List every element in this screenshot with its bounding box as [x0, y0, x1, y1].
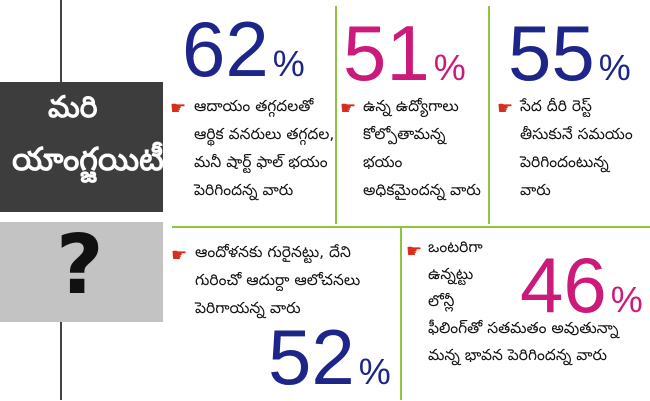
divider-3 — [400, 228, 402, 400]
stat-2-text: ఉన్న ఉద్యోగాలు కోల్పోతామన్న భయం అధికమైంద… — [363, 97, 481, 199]
stat-2-unit: % — [433, 47, 466, 88]
stat-3-unit: % — [598, 47, 631, 88]
left-edge-rule-bottom — [60, 322, 62, 400]
title-box: మరి యాంగ్జయిటీ — [0, 82, 164, 212]
stat-1-percent: 62% — [182, 10, 305, 88]
pointing-hand-icon: ☛ — [497, 98, 514, 119]
divider-2 — [488, 6, 490, 224]
question-box: ? — [0, 218, 163, 322]
stat-4-percent: 52% — [268, 318, 391, 396]
pointing-hand-icon: ☛ — [171, 245, 188, 266]
pointing-hand-icon: ☛ — [340, 98, 357, 119]
left-edge-rule — [60, 0, 62, 82]
title-line-2: యాంగ్జయిటీ — [12, 140, 164, 178]
stat-3-percent: 55% — [508, 14, 631, 92]
stat-1-unit: % — [272, 43, 305, 84]
divider-1 — [335, 6, 337, 224]
stat-5-value: 46 — [520, 241, 607, 329]
stat-2-value: 51 — [343, 9, 430, 97]
stat-3-value: 55 — [508, 9, 595, 97]
question-mark: ? — [56, 218, 104, 313]
title-line-1: మరి — [48, 90, 98, 125]
stat-1-value: 62 — [182, 5, 269, 93]
pointing-hand-icon: ☛ — [170, 98, 187, 119]
stat-5-unit: % — [610, 279, 643, 320]
divider-horizontal — [172, 226, 650, 228]
pointing-hand-icon: ☛ — [406, 241, 423, 262]
stat-3-text: సేద దీరి రెస్ట్ తీసుకునే సమయం పెరిగిందంట… — [520, 97, 633, 199]
stat-4-value: 52 — [268, 313, 355, 401]
stat-4-unit: % — [358, 351, 391, 392]
stat-5-percent: 46% — [520, 246, 643, 324]
stat-5-text: ఒంటరిగా ఉన్నట్టు లోన్లీ ఫీలింగ్‌తో సతమతం… — [428, 238, 619, 364]
stat-1-text: ఆదాయం తగ్గదలతో ఆర్థిక వనరులు తగ్గదల, మనీ… — [194, 97, 335, 199]
stat-4-text: ఆందోళనకు గురైనట్టు, దేని గురించో ఆదుర్దా… — [195, 243, 361, 317]
stat-2-percent: 51% — [343, 14, 466, 92]
